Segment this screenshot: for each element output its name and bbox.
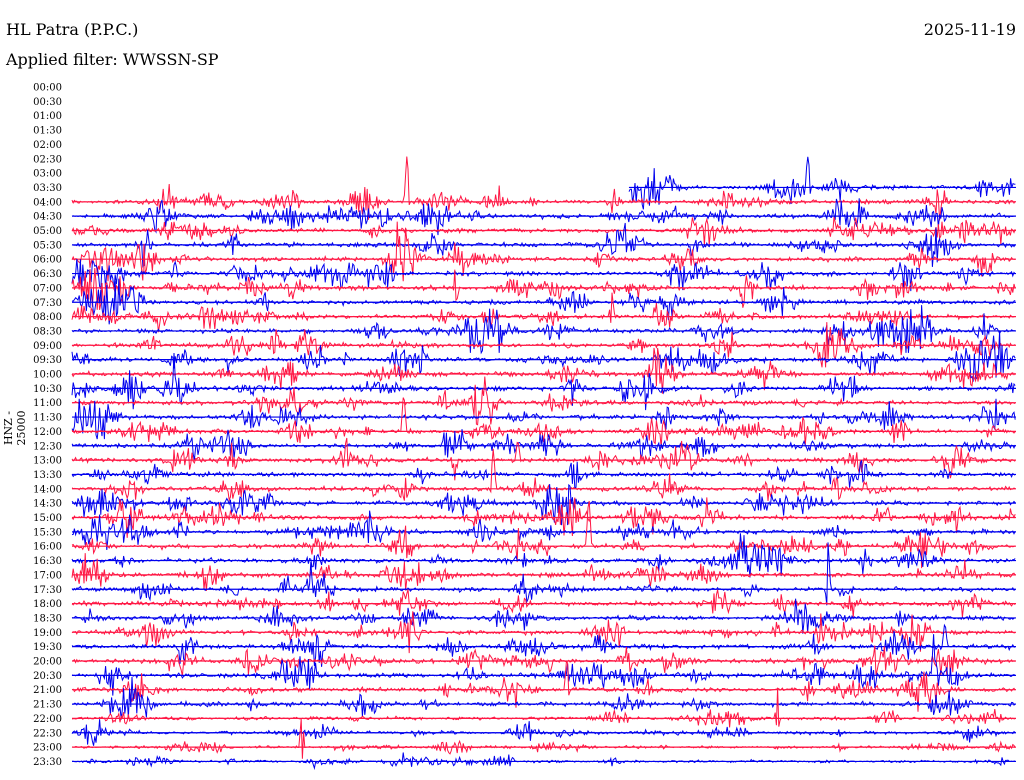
row-time-label: 18:30 [33,613,62,624]
row-time-label: 16:30 [33,556,62,567]
row-time-label: 10:00 [33,370,62,381]
row-time-label: 21:00 [33,685,62,696]
row-time-label: 17:00 [33,570,62,581]
trace-row-1600 [71,500,1016,569]
trace-row-2000 [71,645,1016,677]
trace-row-1400 [71,448,1016,502]
trace-row-2300 [71,718,1016,759]
row-time-label: 10:30 [33,384,62,395]
trace-row-1030 [71,352,1016,411]
row-time-label: 03:00 [33,169,62,180]
row-time-label: 13:00 [33,456,62,467]
row-time-label: 23:30 [33,757,62,768]
row-time-label: 20:00 [33,657,62,668]
trace-row-1730 [71,542,1016,606]
row-time-label: 04:30 [33,212,62,223]
trace-row-0700 [71,267,1016,310]
row-time-label: 12:30 [33,441,62,452]
row-time-label: 03:30 [33,183,62,194]
row-time-label: 06:00 [33,255,62,266]
trace-row-0800 [71,292,1016,333]
row-time-label: 04:00 [33,197,62,208]
row-time-label: 17:30 [33,585,62,596]
row-time-label: 05:30 [33,240,62,251]
row-time-label: 15:00 [33,513,62,524]
row-time-label: 22:30 [33,728,62,739]
trace-row-1330 [71,460,1016,489]
row-time-label: 22:00 [33,714,62,725]
row-time-label: 12:00 [33,427,62,438]
trace-row-2030 [71,634,1016,696]
row-time-label: 00:00 [33,83,62,94]
row-time-label: 09:00 [33,341,62,352]
row-time-label: 07:30 [33,298,62,309]
row-time-label: 09:30 [33,355,62,366]
trace-row-2130 [71,676,1016,720]
row-time-label: 02:30 [33,154,62,165]
row-time-label: 19:00 [33,628,62,639]
row-time-label: 14:30 [33,499,62,510]
trace-row-2200 [71,687,1016,728]
filter-label: Applied filter: WWSSN-SP [6,50,219,69]
row-time-label: 16:00 [33,542,62,553]
trace-row-1230 [71,429,1016,461]
row-time-label: 18:00 [33,599,62,610]
row-time-label: 08:00 [33,312,62,323]
row-time-label: 13:30 [33,470,62,481]
row-time-label: 08:30 [33,326,62,337]
row-time-label: 23:00 [33,743,62,754]
trace-row-0930 [71,330,1016,382]
trace-row-1700 [71,553,1016,592]
row-time-label: 15:30 [33,527,62,538]
record-date: 2025-11-19 [923,20,1016,39]
row-time-label: 06:30 [33,269,62,280]
trace-row-1130 [71,398,1016,440]
row-time-label: 01:00 [33,111,62,122]
row-time-label: 14:00 [33,484,62,495]
trace-row-0400 [71,156,1016,221]
row-time-label: 11:00 [33,398,62,409]
row-time-label: 05:00 [33,226,62,237]
row-time-label: 21:30 [33,700,62,711]
station-title: HL Patra (P.P.C.) [6,20,139,39]
row-time-label: 20:30 [33,671,62,682]
row-time-label: 00:30 [33,97,62,108]
trace-row-1300 [71,437,1016,481]
row-time-label: 07:00 [33,283,62,294]
row-time-label: 11:30 [33,413,62,424]
row-time-label: 19:30 [33,642,62,653]
trace-row-0500 [71,216,1016,246]
row-time-label: 02:00 [33,140,62,151]
trace-row-2330 [72,752,1016,771]
row-time-label: 01:30 [33,126,62,137]
trace-row-1630 [71,533,1016,578]
